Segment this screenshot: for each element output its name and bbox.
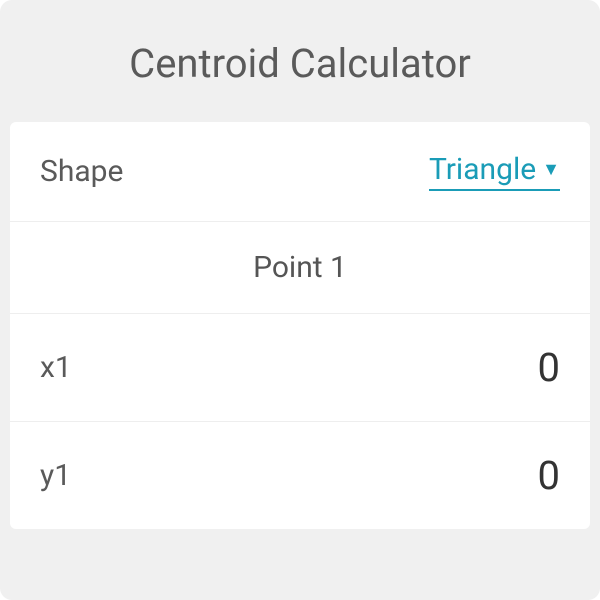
y1-label: y1: [40, 458, 71, 493]
page-title: Centroid Calculator: [30, 40, 570, 87]
point1-header: Point 1: [10, 222, 590, 314]
x1-row: x1 0: [10, 314, 590, 422]
y1-row: y1 0: [10, 422, 590, 529]
shape-label: Shape: [40, 154, 123, 189]
shape-dropdown[interactable]: Triangle ▼: [429, 152, 560, 191]
x1-label: x1: [40, 350, 72, 385]
card-header: Centroid Calculator: [10, 10, 590, 122]
shape-row: Shape Triangle ▼: [10, 122, 590, 222]
x1-value[interactable]: 0: [538, 344, 560, 391]
shape-selected: Triangle: [429, 152, 536, 187]
calculator-card: Centroid Calculator Shape Triangle ▼ Poi…: [0, 0, 600, 600]
y1-value[interactable]: 0: [538, 452, 560, 499]
chevron-down-icon: ▼: [542, 161, 560, 179]
card-content: Shape Triangle ▼ Point 1 x1 0 y1 0: [10, 122, 590, 529]
